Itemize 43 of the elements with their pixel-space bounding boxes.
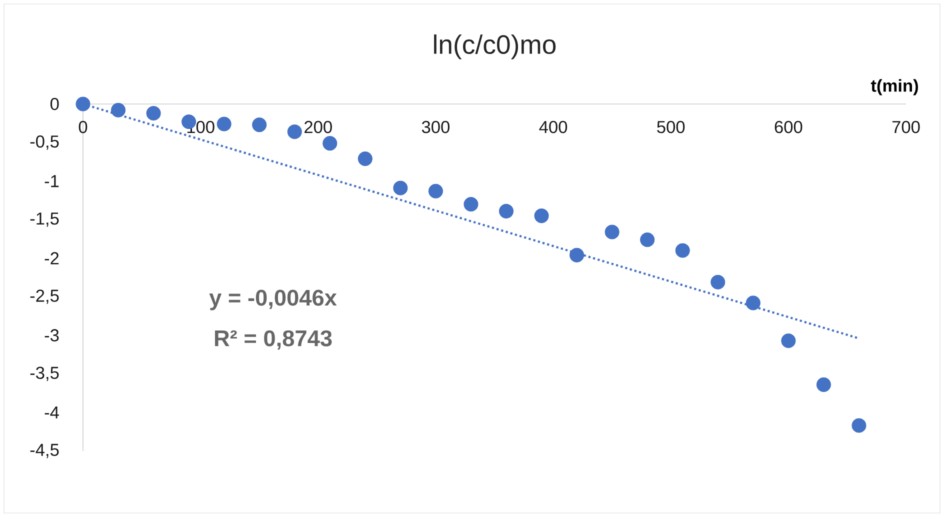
x-tick-label: 0 (78, 120, 88, 134)
x-tick-label: 300 (422, 120, 450, 134)
point (358, 151, 372, 166)
point (640, 232, 655, 247)
x-tick-label: 700 (892, 120, 920, 134)
point (570, 248, 584, 262)
point (146, 106, 161, 121)
x-tick-label: 400 (539, 120, 568, 134)
chart-title: ln(c/c0)mo (434, 34, 556, 60)
point (710, 274, 726, 290)
point (816, 377, 831, 392)
y-tick-label: -3,5 (30, 366, 59, 382)
y-tick-label: -4 (44, 406, 59, 418)
point (393, 180, 408, 196)
point (428, 184, 443, 198)
point (216, 116, 232, 132)
x-axis-title: t(min) (870, 79, 918, 96)
point (322, 136, 338, 151)
point (287, 124, 302, 140)
y-tick-label: -1 (44, 175, 59, 188)
x-tick-label: 500 (657, 120, 685, 134)
point (675, 243, 690, 258)
point (746, 296, 760, 310)
y-tick-label: 0 (50, 98, 59, 110)
y-tick-label: -2,5 (30, 290, 59, 304)
point (76, 96, 90, 112)
point (534, 208, 549, 224)
point (111, 102, 126, 118)
point (852, 418, 866, 433)
annotation: y = -0,0046x (209, 290, 337, 310)
x-tick-label: 200 (304, 120, 332, 134)
point (464, 196, 478, 212)
point (252, 118, 267, 132)
point (781, 333, 796, 348)
y-tick-label: -4,5 (30, 444, 59, 458)
point (604, 224, 620, 240)
annotation: R² = 0,8743 (215, 330, 332, 350)
y-tick-label: -2 (44, 252, 59, 264)
y-tick-label: -3 (44, 329, 59, 342)
x-tick-label: 600 (774, 120, 802, 134)
y-tick-label: -0,5 (30, 135, 59, 150)
point (498, 204, 514, 218)
y-tick-label: -1,5 (30, 212, 59, 227)
